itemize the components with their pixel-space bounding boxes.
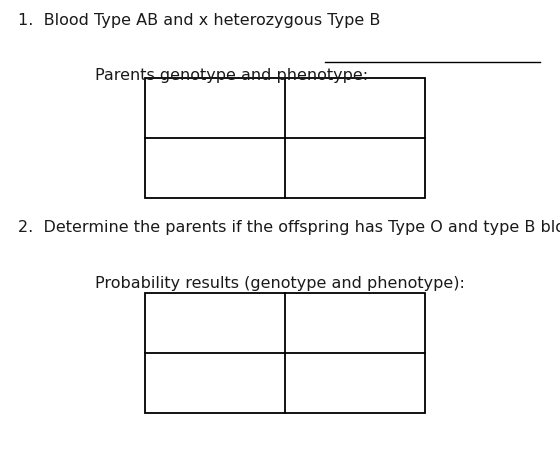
Bar bbox=[145, 293, 425, 413]
Text: 1.  Blood Type AB and x heterozygous Type B: 1. Blood Type AB and x heterozygous Type… bbox=[18, 13, 380, 28]
Text: Probability results (genotype and phenotype):: Probability results (genotype and phenot… bbox=[95, 276, 465, 291]
Bar bbox=[145, 78, 425, 198]
Text: Parents genotype and phenotype:: Parents genotype and phenotype: bbox=[95, 68, 374, 83]
Text: 2.  Determine the parents if the offspring has Type O and type B blood.: 2. Determine the parents if the offsprin… bbox=[18, 220, 560, 235]
